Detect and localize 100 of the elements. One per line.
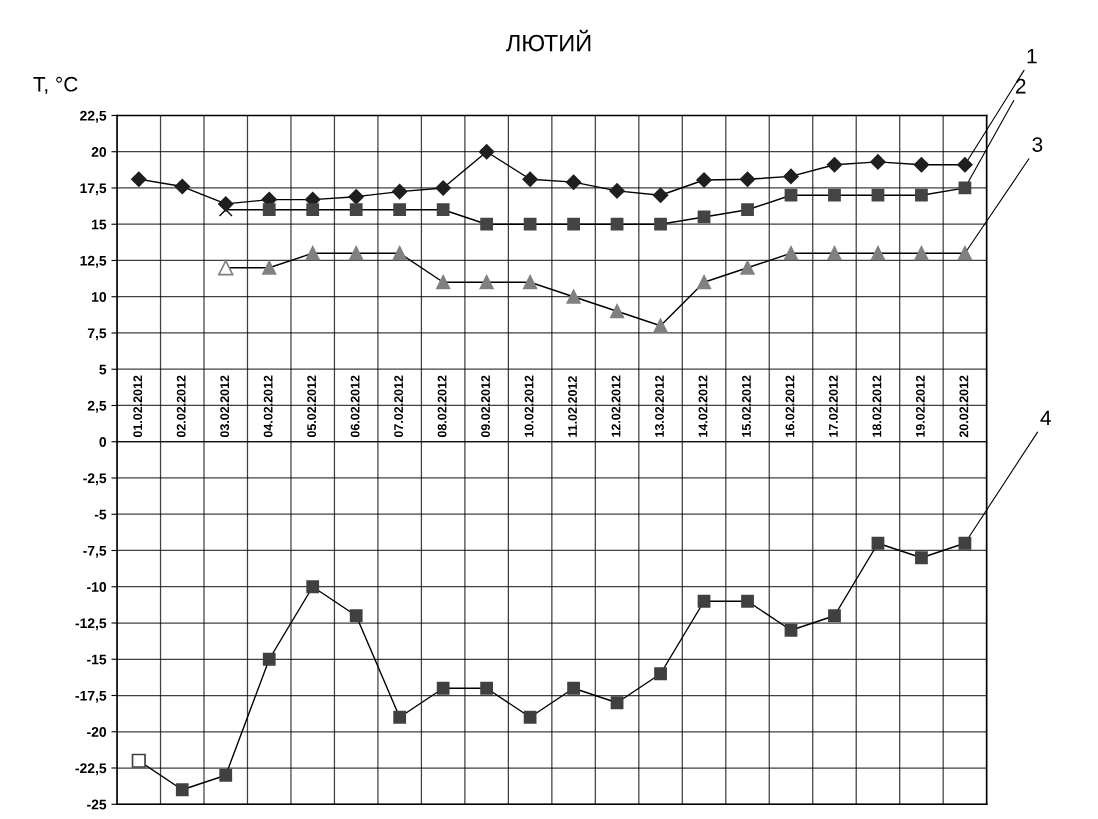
point bbox=[739, 171, 756, 187]
point bbox=[393, 710, 407, 724]
y-tick-label: -25 bbox=[87, 799, 107, 810]
point bbox=[262, 652, 276, 666]
point bbox=[349, 203, 363, 217]
point bbox=[784, 623, 798, 637]
x-tick-label: 17.02.2012 bbox=[828, 375, 838, 437]
x-tick-label: 06.02.2012 bbox=[350, 375, 360, 438]
point bbox=[522, 171, 538, 187]
x-tick-label: 04.02.2012 bbox=[263, 375, 273, 438]
y-tick-label: 0 bbox=[99, 437, 107, 447]
point bbox=[478, 144, 495, 160]
x-tick-label: 05.02.2012 bbox=[307, 375, 317, 438]
point bbox=[306, 580, 320, 594]
x-tick-label: 14.02.2012 bbox=[698, 375, 708, 437]
point bbox=[306, 203, 320, 217]
point bbox=[610, 217, 624, 231]
x-tick-label: 08.02.2012 bbox=[437, 375, 447, 438]
point bbox=[828, 188, 841, 202]
y-tick-label: -17,5 bbox=[75, 690, 107, 703]
x-tick-label: 09.02.2012 bbox=[481, 375, 490, 438]
point bbox=[914, 246, 929, 261]
point bbox=[175, 783, 189, 797]
point bbox=[523, 275, 538, 290]
point bbox=[480, 681, 494, 695]
y-tick-label: -15 bbox=[87, 654, 107, 665]
y-tick-label: -12,5 bbox=[75, 618, 107, 631]
point bbox=[567, 681, 580, 695]
text: 4 bbox=[1040, 410, 1051, 426]
point bbox=[479, 275, 494, 290]
x-tick-label: 19.02.2012 bbox=[915, 375, 925, 437]
point bbox=[349, 609, 363, 623]
y-tick-label: 12,5 bbox=[80, 255, 107, 268]
point bbox=[654, 667, 667, 681]
point bbox=[957, 157, 973, 173]
y-axis-title: T, °C bbox=[33, 76, 78, 95]
point bbox=[435, 180, 451, 196]
point bbox=[741, 594, 754, 608]
x-tick-label: 15.02.2012 bbox=[742, 375, 751, 437]
point bbox=[654, 217, 667, 231]
point bbox=[436, 275, 451, 290]
x-tick-label: 16.02.2012 bbox=[785, 375, 795, 437]
point bbox=[349, 246, 364, 261]
y-tick-label: 17,5 bbox=[80, 183, 107, 196]
point bbox=[174, 178, 190, 195]
text: 3 bbox=[1032, 137, 1043, 152]
point bbox=[523, 217, 537, 231]
point bbox=[393, 203, 407, 217]
point bbox=[783, 246, 799, 261]
point bbox=[913, 157, 930, 173]
point bbox=[131, 171, 147, 187]
point bbox=[696, 275, 712, 290]
point bbox=[217, 259, 234, 276]
y-tick-label: -7,5 bbox=[83, 545, 107, 558]
x-tick-label: 11.02.2012 bbox=[568, 376, 577, 437]
point bbox=[870, 246, 886, 261]
point bbox=[826, 157, 843, 173]
x-tick-label: 07.02.2012 bbox=[394, 375, 404, 438]
x-tick-label: 12.02.2012 bbox=[611, 375, 621, 437]
point bbox=[565, 174, 582, 190]
y-tick-label: -2,5 bbox=[83, 473, 107, 486]
x-tick-label: 18.02.2012 bbox=[872, 375, 882, 437]
point bbox=[523, 710, 537, 724]
point bbox=[653, 318, 668, 333]
x-tick-label: 01.02.2012 bbox=[133, 375, 143, 438]
point bbox=[958, 181, 972, 195]
x-tick-label: 13.02.2012 bbox=[655, 375, 664, 437]
point bbox=[219, 768, 233, 782]
y-tick-label: -10 bbox=[87, 582, 107, 592]
point bbox=[915, 551, 928, 565]
y-tick-label: 15 bbox=[92, 219, 107, 230]
point bbox=[828, 609, 841, 623]
y-tick-label: -22,5 bbox=[75, 763, 107, 776]
point bbox=[697, 594, 711, 608]
point bbox=[609, 183, 625, 199]
y-tick-label: 7,5 bbox=[87, 328, 107, 341]
chart-title: ЛЮТИЙ bbox=[506, 29, 591, 52]
point bbox=[871, 188, 885, 202]
point bbox=[609, 304, 625, 319]
point bbox=[131, 753, 146, 768]
point bbox=[871, 536, 885, 550]
point bbox=[436, 681, 450, 695]
y-tick-label: 5 bbox=[99, 364, 107, 375]
point bbox=[567, 217, 580, 231]
point bbox=[915, 188, 928, 202]
point bbox=[218, 196, 234, 212]
point bbox=[480, 217, 494, 231]
point bbox=[957, 246, 973, 261]
point bbox=[391, 183, 408, 200]
point bbox=[392, 246, 407, 261]
y-tick-label: -20 bbox=[87, 727, 107, 737]
y-tick-label: 2,5 bbox=[87, 400, 107, 413]
point bbox=[436, 203, 450, 217]
point bbox=[348, 188, 364, 205]
point bbox=[958, 536, 972, 550]
x-tick-label: 02.02.2012 bbox=[176, 375, 186, 438]
y-tick-label: 10 bbox=[92, 292, 107, 302]
point bbox=[783, 168, 799, 185]
point bbox=[827, 246, 842, 261]
point bbox=[740, 260, 755, 275]
